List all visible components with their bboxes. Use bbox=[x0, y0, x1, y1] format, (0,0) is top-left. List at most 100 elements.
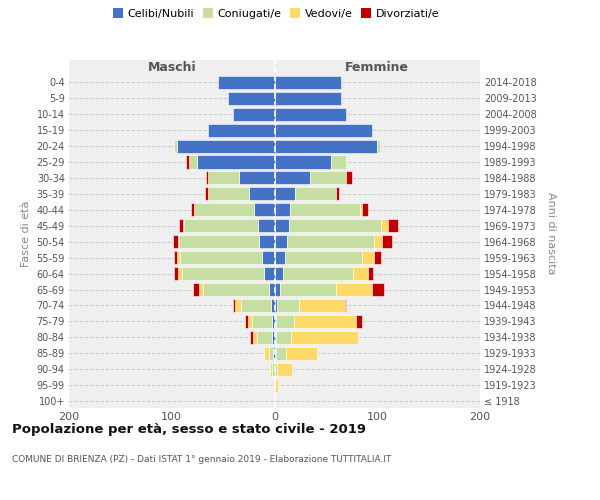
Bar bbox=[275, 124, 372, 136]
Bar bbox=[362, 251, 374, 264]
Bar bbox=[259, 235, 275, 248]
Text: Femmine: Femmine bbox=[345, 60, 409, 74]
Bar bbox=[275, 92, 341, 105]
Bar bbox=[275, 156, 331, 168]
Bar bbox=[277, 362, 292, 376]
Bar bbox=[275, 172, 310, 184]
Bar bbox=[253, 331, 257, 344]
Bar bbox=[275, 331, 291, 344]
Bar bbox=[336, 188, 339, 200]
Bar bbox=[271, 299, 275, 312]
Bar bbox=[285, 251, 362, 264]
Bar bbox=[269, 347, 274, 360]
Bar bbox=[182, 267, 264, 280]
Bar bbox=[258, 219, 275, 232]
Bar bbox=[241, 299, 271, 312]
Bar bbox=[275, 235, 287, 248]
Bar bbox=[377, 140, 380, 152]
Bar bbox=[388, 219, 398, 232]
Bar bbox=[271, 362, 272, 376]
Bar bbox=[250, 331, 253, 344]
Text: Popolazione per età, sesso e stato civile - 2019: Popolazione per età, sesso e stato civil… bbox=[12, 422, 366, 436]
Bar bbox=[208, 172, 239, 184]
Bar bbox=[206, 172, 208, 184]
Y-axis label: Anni di nascita: Anni di nascita bbox=[547, 192, 556, 275]
Bar bbox=[208, 188, 249, 200]
Bar bbox=[233, 108, 275, 120]
Bar bbox=[331, 156, 346, 168]
Bar bbox=[252, 315, 272, 328]
Bar bbox=[272, 315, 275, 328]
Bar bbox=[177, 251, 180, 264]
Bar bbox=[257, 331, 272, 344]
Bar bbox=[199, 283, 203, 296]
Bar bbox=[174, 267, 178, 280]
Bar bbox=[239, 172, 275, 184]
Bar bbox=[295, 188, 336, 200]
Bar bbox=[360, 204, 362, 216]
Bar bbox=[174, 251, 177, 264]
Bar bbox=[287, 235, 374, 248]
Bar bbox=[275, 267, 283, 280]
Bar bbox=[356, 315, 362, 328]
Bar bbox=[174, 140, 177, 152]
Bar bbox=[248, 315, 252, 328]
Bar bbox=[173, 235, 178, 248]
Bar bbox=[194, 204, 254, 216]
Bar bbox=[275, 76, 341, 89]
Bar bbox=[180, 251, 262, 264]
Bar bbox=[254, 204, 275, 216]
Bar bbox=[374, 251, 382, 264]
Bar bbox=[179, 235, 259, 248]
Bar bbox=[294, 315, 356, 328]
Bar bbox=[289, 219, 382, 232]
Bar bbox=[274, 347, 275, 360]
Bar bbox=[382, 235, 392, 248]
Bar bbox=[275, 362, 277, 376]
Bar bbox=[275, 315, 294, 328]
Bar bbox=[280, 283, 336, 296]
Bar bbox=[233, 299, 235, 312]
Bar bbox=[362, 204, 368, 216]
Bar bbox=[275, 108, 346, 120]
Bar bbox=[372, 283, 385, 296]
Bar bbox=[262, 251, 275, 264]
Bar bbox=[197, 156, 275, 168]
Bar bbox=[275, 347, 286, 360]
Bar bbox=[275, 140, 377, 152]
Bar bbox=[203, 283, 269, 296]
Bar bbox=[178, 235, 179, 248]
Bar bbox=[272, 362, 275, 376]
Bar bbox=[193, 283, 199, 296]
Bar bbox=[264, 267, 275, 280]
Bar bbox=[368, 267, 373, 280]
Bar bbox=[184, 219, 258, 232]
Bar bbox=[183, 219, 184, 232]
Text: Maschi: Maschi bbox=[148, 60, 196, 74]
Bar bbox=[336, 283, 372, 296]
Bar bbox=[283, 267, 353, 280]
Bar bbox=[189, 156, 197, 168]
Bar bbox=[346, 172, 352, 184]
Bar bbox=[177, 140, 275, 152]
Bar bbox=[310, 172, 346, 184]
Bar bbox=[299, 299, 346, 312]
Bar bbox=[269, 283, 275, 296]
Bar bbox=[264, 347, 269, 360]
Bar bbox=[275, 283, 280, 296]
Bar bbox=[249, 188, 275, 200]
Text: COMUNE DI BRIENZA (PZ) - Dati ISTAT 1° gennaio 2019 - Elaborazione TUTTITALIA.IT: COMUNE DI BRIENZA (PZ) - Dati ISTAT 1° g… bbox=[12, 455, 391, 464]
Bar bbox=[374, 235, 382, 248]
Bar bbox=[218, 76, 275, 89]
Bar bbox=[178, 267, 182, 280]
Bar bbox=[275, 188, 295, 200]
Bar bbox=[275, 219, 289, 232]
Bar bbox=[186, 156, 189, 168]
Bar bbox=[353, 267, 368, 280]
Bar bbox=[235, 299, 241, 312]
Y-axis label: Fasce di età: Fasce di età bbox=[21, 200, 31, 267]
Bar bbox=[290, 204, 360, 216]
Bar bbox=[228, 92, 275, 105]
Bar bbox=[291, 331, 358, 344]
Bar bbox=[275, 204, 290, 216]
